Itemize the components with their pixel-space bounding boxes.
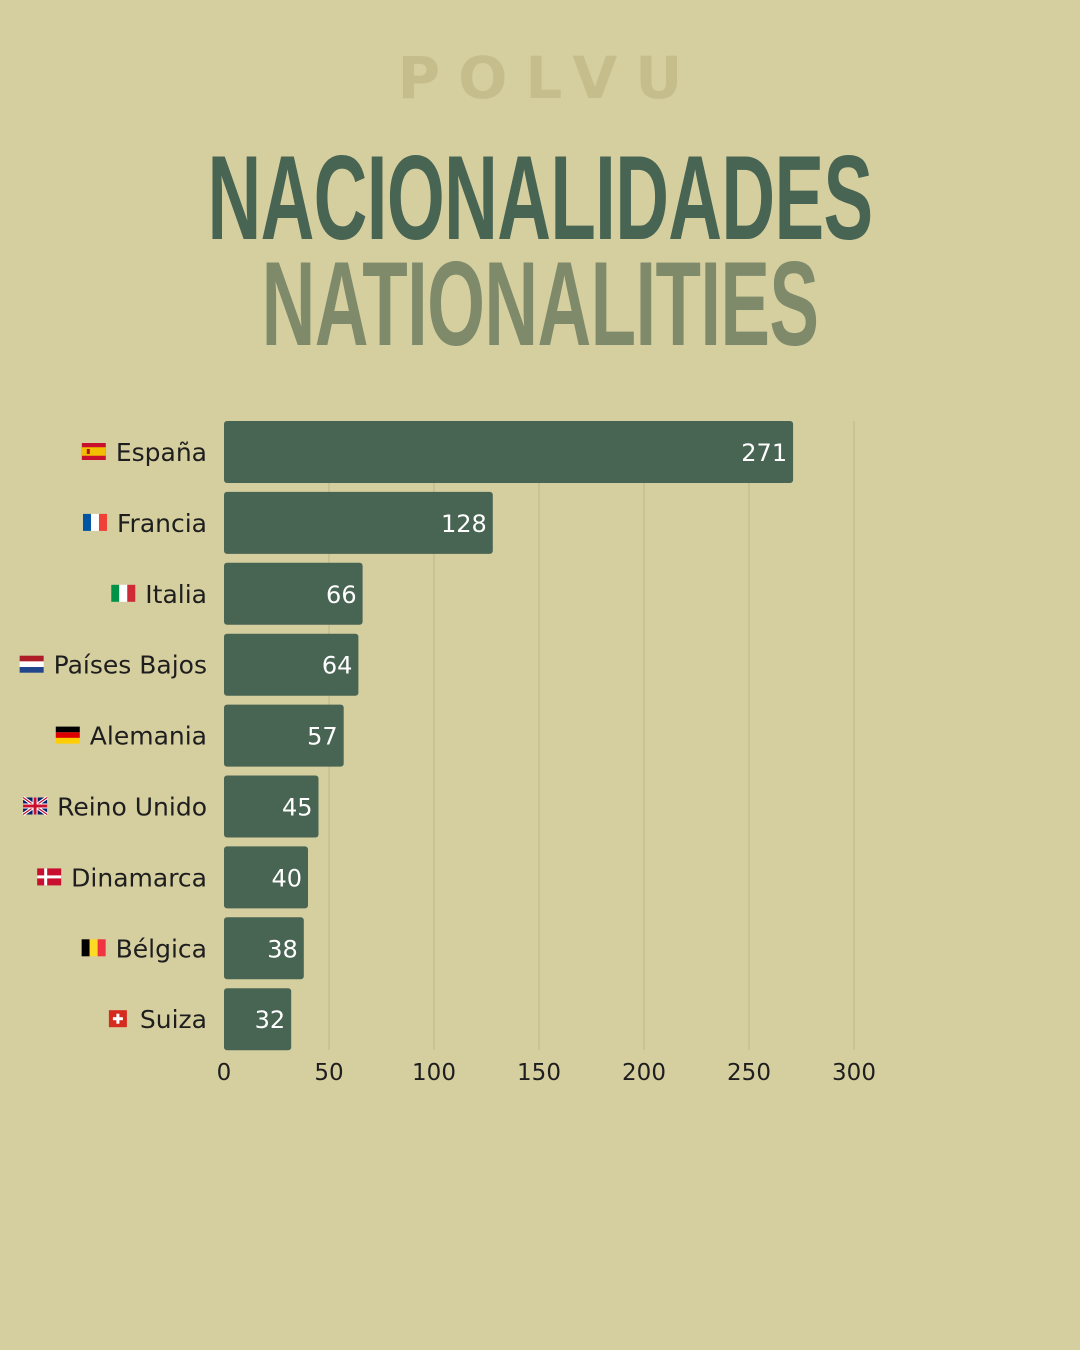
bar-value-label: 64 [322,652,353,680]
title-english: NATIONALITIES [261,237,819,371]
bar [224,633,359,696]
flag-netherlands-icon [19,655,44,673]
flag-switzerland-icon [108,1010,127,1028]
bar-value-label: 40 [271,864,302,892]
bar-value-label: 128 [441,510,487,538]
flag-spain-icon [81,443,106,460]
category-label: Dinamarca [71,863,207,892]
category-label: Alemania [90,722,207,751]
category-label: Reino Unido [57,793,207,822]
bar [224,775,319,838]
bar [224,562,363,625]
x-tick-label: 150 [517,1060,561,1086]
bar-value-label: 66 [326,581,357,609]
flag-belgium-icon [81,939,106,957]
bar [224,704,344,767]
flag-france-icon [82,513,107,531]
category-label: Francia [117,509,207,538]
bar [224,917,304,980]
brand-logo: POLVU [397,44,701,112]
x-tick-label: 300 [832,1060,876,1086]
x-tick-label: 50 [314,1060,343,1086]
flag-germany-icon [55,726,80,744]
category-label: Suiza [140,1005,207,1034]
category-label: Bélgica [116,934,207,963]
flag-uk-icon [22,796,49,816]
bar [224,988,292,1051]
category-label: España [116,438,207,467]
x-tick-label: 100 [412,1060,456,1086]
bar [224,491,493,554]
x-tick-label: 200 [622,1060,666,1086]
x-tick-label: 250 [727,1060,771,1086]
bar-value-label: 45 [282,794,313,822]
bar [224,421,794,483]
bar-value-label: 32 [255,1006,286,1034]
flag-italy-icon [111,584,136,602]
bar-value-label: 38 [267,935,298,963]
category-label: Países Bajos [54,651,207,680]
bar-value-label: 271 [741,439,787,467]
category-label: Italia [145,580,207,609]
bar-value-label: 57 [307,723,338,751]
flag-denmark-icon [37,868,62,886]
bar [224,846,308,909]
title-spanish: NACIONALIDADES [207,131,873,265]
x-tick-label: 0 [217,1060,232,1086]
